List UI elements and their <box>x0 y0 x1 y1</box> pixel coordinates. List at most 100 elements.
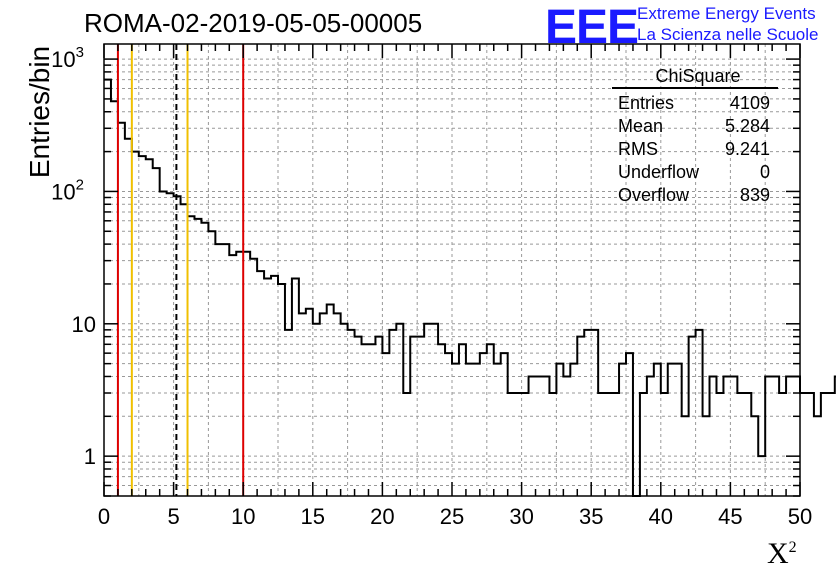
stats-value: 0 <box>759 162 770 182</box>
histogram-bin <box>626 353 633 496</box>
histogram-bin <box>647 376 654 496</box>
histogram-bin <box>598 393 605 496</box>
histogram-bin <box>751 416 758 496</box>
x-tick-label: 45 <box>718 504 742 529</box>
histogram-bin <box>160 191 167 496</box>
histogram-bin <box>584 330 591 496</box>
y-tick-exponent: 3 <box>76 44 84 61</box>
stats-row-rms: RMS 9.241 <box>612 138 778 161</box>
histogram-bin <box>654 364 661 496</box>
stats-box: ChiSquare Entries 4109 Mean 5.284 RMS 9.241 Un… <box>612 66 778 207</box>
stats-row-underflow: Underflow 0 <box>612 161 778 184</box>
stats-label: RMS <box>618 139 658 159</box>
histogram-bin <box>737 393 744 496</box>
histogram-bin <box>118 123 125 496</box>
histogram-bin <box>299 313 306 496</box>
histogram-bin <box>765 376 772 496</box>
histogram-bin <box>229 255 236 496</box>
histogram-bin <box>403 393 410 496</box>
x-tick-label: 10 <box>231 504 255 529</box>
chart-title: ROMA-02-2019-05-05-00005 <box>84 8 423 38</box>
histogram-bin <box>188 216 195 496</box>
histogram-bin <box>577 337 584 496</box>
histogram-bin <box>556 364 563 496</box>
x-tick-label: 25 <box>440 504 464 529</box>
stats-value: 839 <box>739 185 770 205</box>
histogram-bin <box>167 193 174 496</box>
stats-label: Mean <box>618 116 664 136</box>
histogram-bin <box>396 324 403 496</box>
stats-row-overflow: Overflow 839 <box>612 184 778 207</box>
histogram-bin <box>104 80 111 496</box>
histogram-bin <box>744 393 751 496</box>
histogram-bin <box>278 284 285 496</box>
stats-divider <box>612 87 778 89</box>
x-axis-label-text: X <box>767 537 789 570</box>
histogram-bin <box>257 271 264 496</box>
histogram-bin <box>306 309 313 496</box>
histogram-bin <box>285 330 292 496</box>
y-tick-label: 10 <box>72 312 96 337</box>
histogram-bin <box>215 244 222 496</box>
histogram-bin <box>410 337 417 496</box>
x-axis-label: X2 <box>767 537 797 571</box>
x-tick-label: 40 <box>649 504 673 529</box>
histogram-bin <box>536 376 543 496</box>
histogram-bin <box>375 337 382 496</box>
histogram-bin <box>473 364 480 496</box>
x-tick-label: 5 <box>167 504 179 529</box>
histogram-bin <box>696 330 703 496</box>
histogram-bin <box>264 278 271 496</box>
histogram-bin <box>529 376 536 496</box>
histogram-bin <box>445 353 452 496</box>
histogram-bin <box>570 364 577 496</box>
histogram-bin <box>139 156 146 496</box>
histogram-bin <box>675 364 682 496</box>
histogram-bin <box>250 259 257 496</box>
histogram-bin <box>605 393 612 496</box>
x-tick-label: 0 <box>98 504 110 529</box>
histogram-bin <box>793 376 800 496</box>
histogram-bin <box>710 376 717 496</box>
histogram-bin <box>125 139 132 496</box>
histogram-bin <box>382 353 389 496</box>
x-axis-label-exponent: 2 <box>788 539 797 556</box>
histogram-bin <box>362 344 369 496</box>
histogram-bin <box>703 416 710 496</box>
stats-title: ChiSquare <box>655 66 741 86</box>
histogram-bin <box>327 304 334 496</box>
histogram-bin <box>779 393 786 496</box>
histogram-bin <box>549 393 556 496</box>
histogram-bin <box>494 364 501 496</box>
histogram-bin <box>591 330 598 496</box>
histogram-bin <box>341 324 348 496</box>
histogram-bin <box>508 393 515 496</box>
histogram-bin <box>612 393 619 496</box>
y-tick-exponent: 2 <box>76 176 84 193</box>
y-tick-label: 102 <box>51 176 84 204</box>
histogram-bin <box>466 364 473 496</box>
histogram-bin <box>668 364 675 496</box>
histogram-bin <box>682 416 689 496</box>
histogram-bin <box>111 101 118 496</box>
x-tick-label: 20 <box>370 504 394 529</box>
histogram-bin <box>320 313 327 496</box>
stats-rows: Entries 4109 Mean 5.284 RMS 9.241 Underflow 0 Ov… <box>612 92 778 207</box>
stats-value: 5.284 <box>724 116 770 136</box>
x-tick-label: 50 <box>788 504 812 529</box>
histogram-bin <box>730 376 737 496</box>
histogram-bin <box>522 393 529 496</box>
stats-label: Overflow <box>618 185 690 205</box>
histogram-bin <box>807 393 814 496</box>
histogram-bin <box>431 324 438 496</box>
histogram-bin <box>313 324 320 496</box>
histogram-bin <box>181 204 188 496</box>
histogram-bin <box>292 278 299 496</box>
stats-row-mean: Mean 5.284 <box>612 115 778 138</box>
x-tick-label: 30 <box>509 504 533 529</box>
histogram-bin <box>243 252 250 496</box>
stats-value: 4109 <box>729 93 770 113</box>
x-tick-label: 15 <box>301 504 325 529</box>
y-tick-label: 103 <box>51 44 84 72</box>
